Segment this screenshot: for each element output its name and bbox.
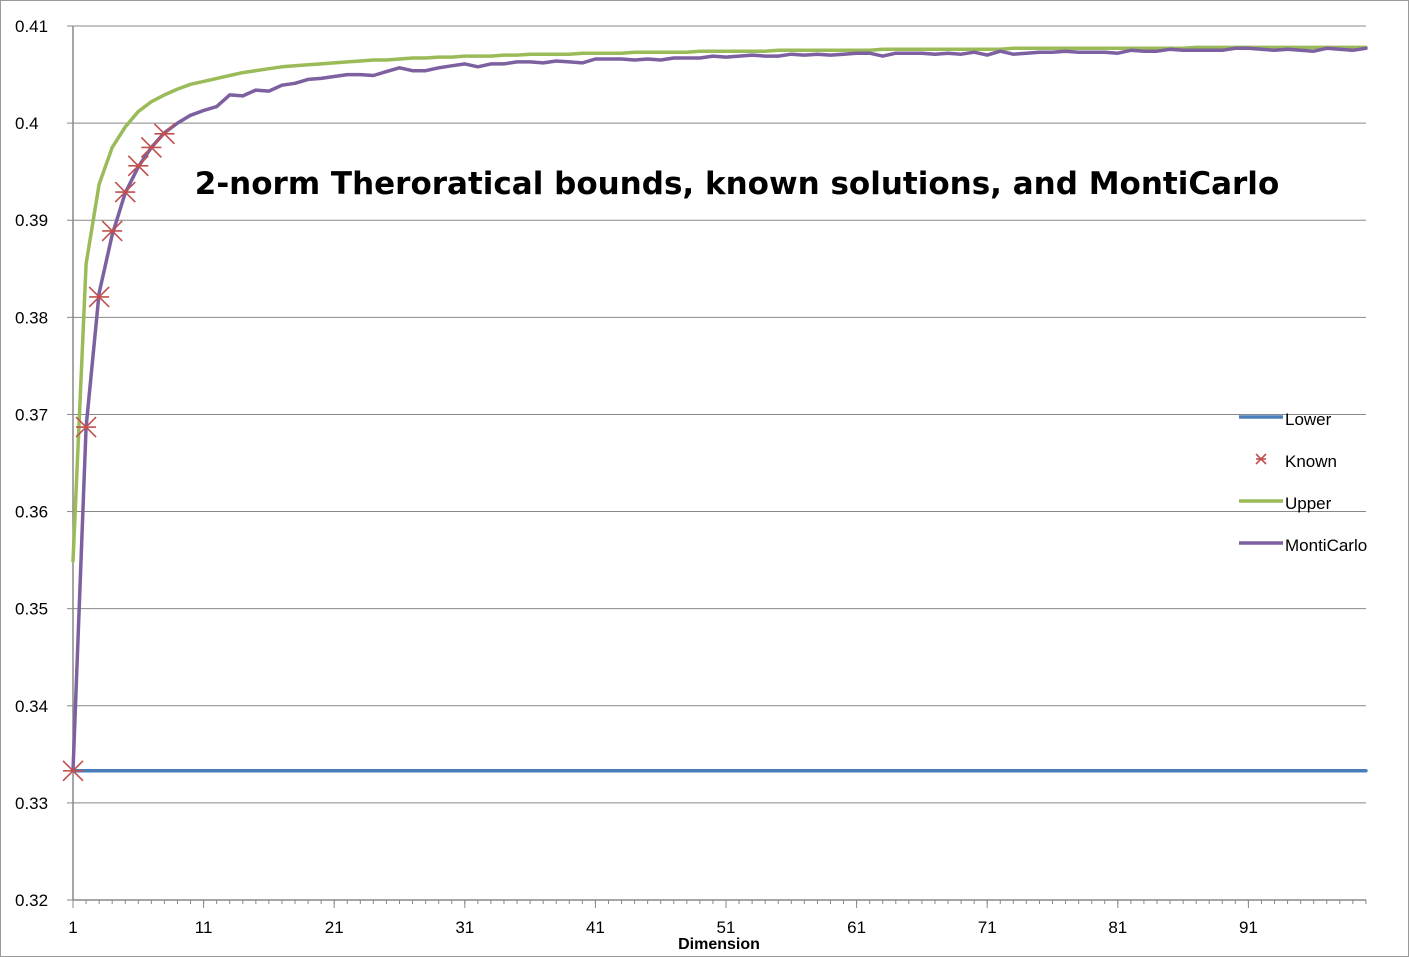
chart-title: 2-norm Theroratical bounds, known soluti… — [195, 166, 1280, 202]
y-tick-label: 0.34 — [15, 697, 48, 716]
x-tick-label: 91 — [1239, 918, 1258, 937]
known-point — [88, 286, 110, 308]
x-tick-label: 51 — [717, 918, 736, 937]
known-point — [75, 416, 97, 438]
x-tick-label: 1 — [68, 918, 77, 937]
known-point — [114, 181, 136, 203]
legend: Lower Known Upper MontiCarlo — [1239, 410, 1367, 555]
y-tick-label: 0.39 — [15, 211, 48, 230]
legend-label-monticarlo: MontiCarlo — [1285, 536, 1367, 555]
y-tick-label: 0.41 — [15, 17, 48, 36]
legend-label-upper: Upper — [1285, 494, 1332, 513]
x-tick-label: 61 — [847, 918, 866, 937]
axes: 0.32 0.33 0.34 0.35 0.36 0.37 0.38 0.39 0.4 0.41 1… — [15, 17, 1367, 937]
x-tick-label: 11 — [195, 918, 213, 937]
series-line-upper — [71, 45, 1368, 563]
x-tick-label: 71 — [978, 918, 997, 937]
legend-label-lower: Lower — [1285, 410, 1332, 429]
x-tick-label: 41 — [586, 918, 605, 937]
legend-swatch-known — [1255, 453, 1267, 465]
known-markers — [62, 123, 175, 782]
y-tick-label: 0.35 — [15, 600, 48, 619]
x-axis-title: Dimension — [678, 936, 760, 953]
known-point — [62, 760, 84, 782]
x-tick-label: 21 — [325, 918, 344, 937]
y-tick-label: 0.38 — [15, 308, 48, 327]
series-layer — [71, 45, 1368, 773]
x-tick-label: 81 — [1108, 918, 1127, 937]
y-tick-label: 0.36 — [15, 503, 48, 522]
grid-lines — [73, 25, 1366, 901]
series-line-monticarlo — [71, 46, 1368, 773]
y-tick-label: 0.4 — [15, 114, 39, 133]
known-point — [153, 123, 175, 145]
y-tick-label: 0.33 — [15, 794, 48, 813]
known-point — [101, 220, 123, 242]
known-point — [127, 155, 149, 177]
y-tick-label: 0.32 — [15, 891, 48, 910]
y-tick-label: 0.37 — [15, 405, 48, 424]
legend-label-known: Known — [1285, 452, 1337, 471]
x-tick-label: 31 — [455, 918, 474, 937]
